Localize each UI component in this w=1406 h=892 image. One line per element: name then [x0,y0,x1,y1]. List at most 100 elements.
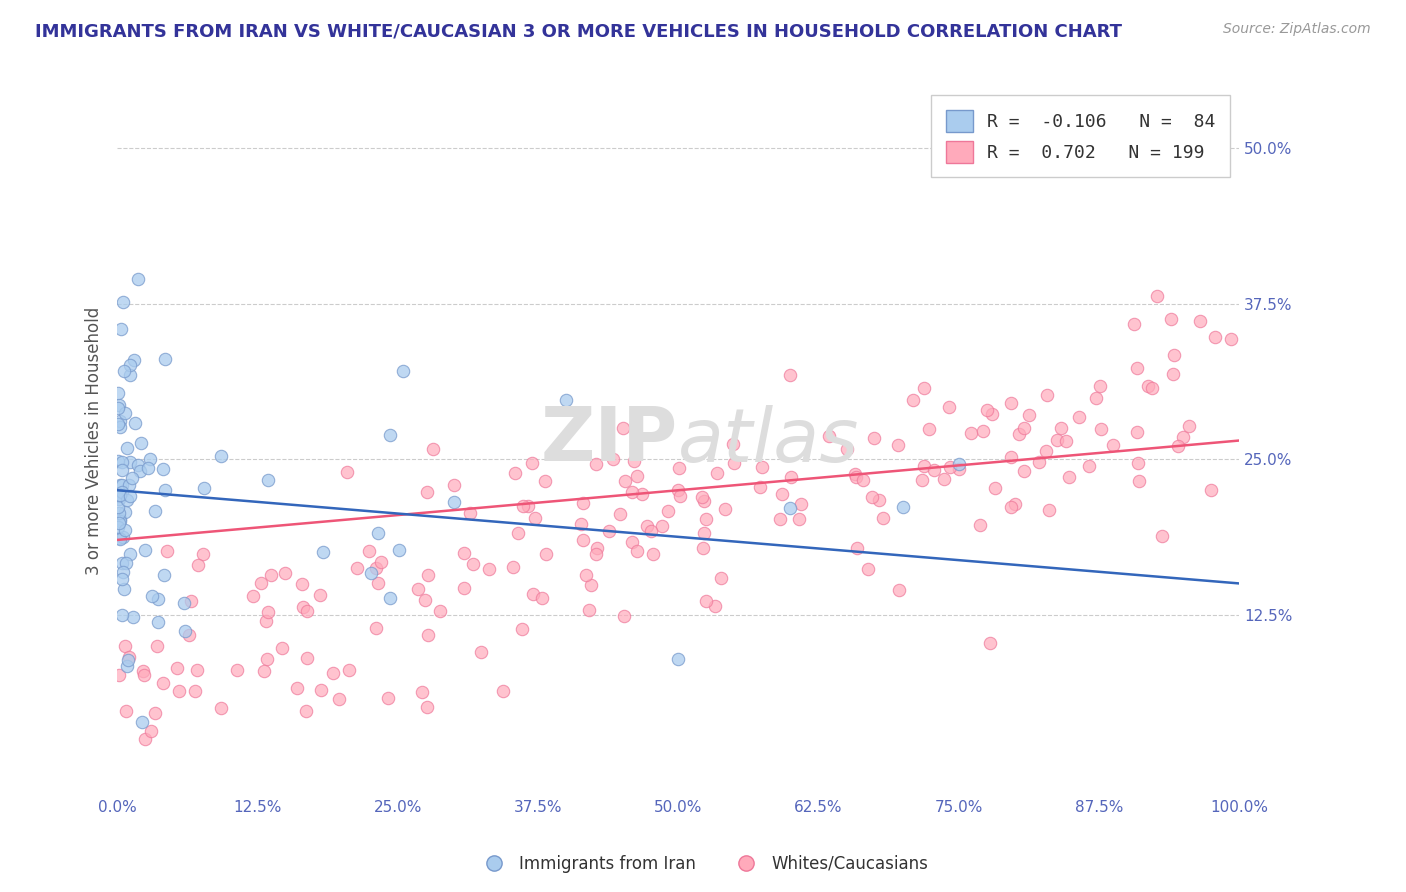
Point [254,615,277,629]
Point [748,479,770,493]
Point [751,459,773,474]
Point [110,532,132,546]
Point [115,442,138,456]
Text: IMMIGRANTS FROM IRAN VS WHITE/CAUCASIAN 3 OR MORE VEHICLES IN HOUSEHOLD CORRELAT: IMMIGRANTS FROM IRAN VS WHITE/CAUCASIAN … [35,22,1122,40]
Point [703,599,725,614]
Point [108,399,131,413]
Point [1173,430,1195,444]
Point [585,457,607,471]
Point [443,478,465,492]
Point [253,665,276,679]
Point [209,450,232,464]
Point [779,501,801,516]
Point [598,524,620,538]
Point [502,559,524,574]
Point [285,681,308,696]
Point [959,426,981,441]
Point [131,714,153,729]
Point [118,649,141,664]
Point [418,568,440,582]
Point [938,400,960,414]
Point [1000,450,1022,465]
Point [856,562,879,576]
Point [512,499,534,513]
Point [107,520,129,534]
Point [112,530,135,544]
Point [510,622,533,636]
Point [863,431,886,445]
Point [706,467,728,481]
Point [118,455,141,469]
Point [1038,502,1060,516]
Point [934,473,956,487]
Point [257,605,280,619]
Point [107,667,129,681]
Point [586,541,609,556]
Point [1201,483,1223,497]
Point [129,435,152,450]
Point [111,463,134,477]
Point [536,547,558,561]
Point [132,668,155,682]
Point [1137,378,1160,392]
Point [367,525,389,540]
Point [695,512,717,526]
Point [609,507,631,521]
Point [516,499,538,513]
Point [948,462,970,476]
Point [111,556,134,570]
Point [370,555,392,569]
Point [274,566,297,580]
Point [571,533,593,547]
Point [1018,408,1040,422]
Point [1128,474,1150,488]
Point [242,589,264,603]
Point [1012,464,1035,478]
Point [107,417,129,431]
Point [291,599,314,614]
Point [621,535,644,549]
Point [337,663,360,677]
Point [153,567,176,582]
Point [121,471,143,485]
Point [868,493,890,508]
Point [297,651,319,665]
Point [312,544,335,558]
Point [520,456,543,470]
Point [112,582,135,597]
Point [922,463,945,477]
Point [309,682,332,697]
Text: atlas: atlas [678,405,859,476]
Point [111,572,134,586]
Point [173,596,195,610]
Point [912,458,935,473]
Point [1123,317,1146,331]
Point [1008,426,1031,441]
Point [136,461,159,475]
Point [256,652,278,666]
Point [127,458,149,472]
Point [226,663,249,677]
Point [1150,528,1173,542]
Point [860,490,883,504]
Point [470,645,492,659]
Point [602,452,624,467]
Point [117,653,139,667]
Point [380,427,402,442]
Point [115,556,138,570]
Point [107,506,129,520]
Point [972,425,994,439]
Point [579,578,602,592]
Point [209,701,232,715]
Point [533,475,555,489]
Point [692,541,714,555]
Point [693,493,716,508]
Point [173,624,195,638]
Point [981,407,1004,421]
Point [1219,332,1241,346]
Point [1000,396,1022,410]
Point [148,591,170,606]
Point [108,516,131,530]
Point [134,543,156,558]
Point [787,512,810,526]
